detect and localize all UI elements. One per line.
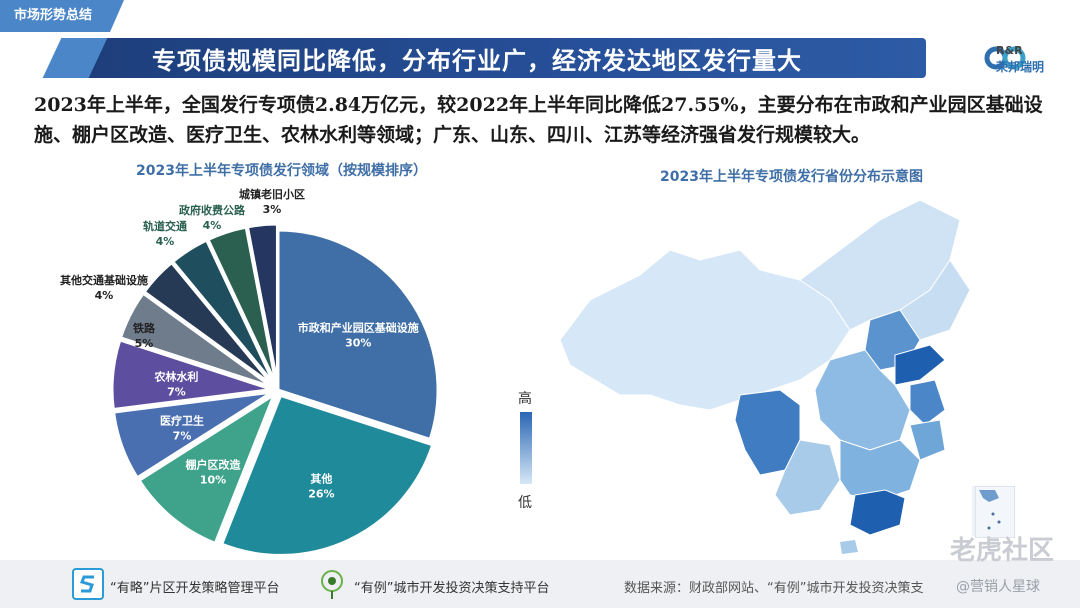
- legend-gradient-bar: [520, 412, 532, 484]
- pie-slice-4: [110, 338, 273, 412]
- section-tag: 市场形势总结: [0, 0, 124, 32]
- pie-chart-title: 2023年上半年专项债发行领域（按规模排序）: [136, 163, 427, 179]
- logo-text-top: R&R: [996, 44, 1023, 57]
- pie-label-5: 铁路: [133, 321, 156, 335]
- pie-slice-9: [245, 222, 279, 385]
- pie-label-7: 轨道交通: [143, 219, 187, 233]
- data-source: 数据来源：财政部网站、“有例”城市开发投资决策支: [624, 581, 924, 596]
- watermark-text: 老虎社区: [950, 536, 1055, 566]
- pie-label-8: 政府收费公路: [179, 203, 246, 217]
- map-region-guangdong: [849, 489, 906, 536]
- pie-label-1: 其他: [310, 471, 332, 485]
- pie-label-4: 农林水利: [153, 369, 198, 383]
- map-region-west: [559, 249, 851, 411]
- logo-text-bottom: 荣邦瑞明: [996, 60, 1045, 74]
- pie-value-6: 4%: [95, 289, 114, 302]
- map-region-jiangsu: [909, 379, 946, 426]
- pie-value-3: 7%: [173, 430, 192, 443]
- south-sea-inset: [972, 486, 976, 536]
- youli-logo-icon: [321, 570, 343, 599]
- pie-value-5: 5%: [135, 337, 154, 350]
- map-region-shandong: [894, 344, 946, 386]
- map-region-south: [839, 439, 921, 501]
- pie-value-8: 4%: [203, 219, 222, 232]
- footer-bar: [0, 560, 1080, 608]
- pie-slice-2: [137, 390, 278, 546]
- map-title: 2023年上半年专项债发行省份分布示意图: [660, 169, 923, 185]
- pie-value-1: 26%: [308, 487, 334, 500]
- pie-slice-7: [170, 238, 277, 386]
- pie-slice-1: [219, 393, 435, 557]
- pie-label-6: 其他交通基础设施: [60, 273, 148, 287]
- footer-platform-2: “有例”城市开发投资决策支持平台: [354, 581, 550, 596]
- pie-value-7: 4%: [156, 235, 175, 248]
- pie-label-9: 城镇老旧小区: [239, 187, 305, 201]
- pie-value-2: 10%: [200, 474, 226, 487]
- pie-value-4: 7%: [167, 385, 186, 398]
- legend-high-label: 高: [518, 391, 532, 407]
- pie-slice-6: [142, 260, 275, 388]
- map-region-zhejiang: [909, 419, 946, 461]
- youlue-logo-icon: [72, 568, 104, 600]
- pie-chart: 市政和产业园区基础设施 30% 其他 26% 棚户区改造 10% 医疗卫生 7% 农林水利 7% 铁…: [60, 187, 440, 557]
- pie-label-2: 棚户区改造: [185, 458, 241, 472]
- title-banner: [42, 38, 926, 78]
- summary-text: 2023年上半年，全国发行专项债2.84万亿元，较2022年上半年同比降低27.…: [34, 94, 1043, 146]
- watermark-handle: @营销人星球: [956, 579, 1040, 595]
- pie-slice-3: [111, 390, 274, 480]
- pie-label-3: 医疗卫生: [160, 414, 204, 428]
- pie-value-9: 3%: [263, 203, 282, 216]
- pie-value-0: 30%: [345, 337, 371, 350]
- map-region-southwest: [774, 439, 841, 516]
- china-map: [559, 199, 976, 554]
- pie-label-0: 市政和产业园区基础设施: [298, 321, 419, 335]
- legend-low-label: 低: [518, 495, 532, 511]
- pie-slice-0: [276, 228, 440, 442]
- map-region-hainan: [840, 540, 858, 554]
- pie-slice-5: [118, 291, 274, 389]
- footer-platform-1: “有略”片区开发策略管理平台: [110, 581, 280, 596]
- south-sea-inset-icon: [975, 486, 1015, 538]
- company-logo: [984, 46, 1026, 70]
- page-title: 专项债规模同比降低，分布行业广，经济发达地区发行量大: [152, 47, 802, 75]
